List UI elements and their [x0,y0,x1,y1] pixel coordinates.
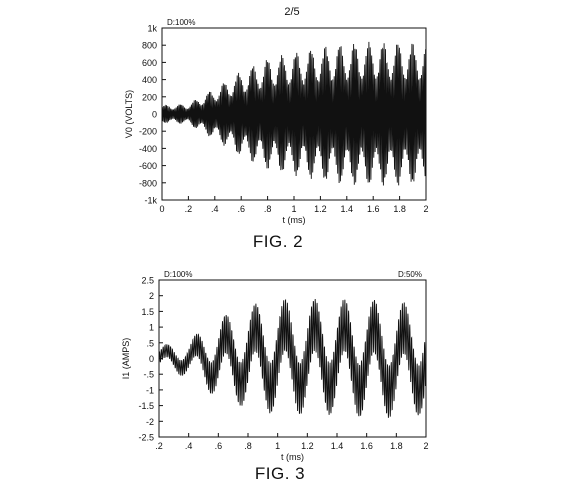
figure-2-caption: FIG. 2 [252,232,304,251]
fig2-x-tick-label: .2 [185,204,193,214]
fig3-annotation: D:100% [164,270,192,279]
fig3-annotation: D:50% [398,270,422,279]
fig2-x-tick-label: 0 [159,204,164,214]
page-number: 2/5 [284,6,300,18]
fig2-x-axis-label: t (ms) [283,215,306,225]
fig2-x-tick-label: .4 [211,204,219,214]
fig2-y-tick-label: -1k [144,196,157,206]
fig2-y-tick-label: 600 [142,58,157,68]
fig3-y-axis-label: I1 (AMPS) [121,338,131,380]
fig2-x-tick-label: 1.2 [314,204,327,214]
fig2-x-tick-label: 1.8 [393,204,406,214]
figure-3-caption: FIG. 3 [254,464,306,483]
fig3-x-tick-label: 1.2 [301,441,314,451]
fig2-y-tick-label: -800 [139,178,157,188]
fig3-x-tick-label: 1.6 [360,441,373,451]
fig3-x-tick-label: .4 [185,441,193,451]
fig3-y-tick-label: -1 [146,385,154,395]
fig3-y-tick-label: 1 [149,323,154,333]
fig3-y-tick-label: 1.5 [141,307,154,317]
fig2-y-axis-label: V0 (VOLTS) [124,90,134,138]
fig3-y-tick-label: 0 [149,354,154,364]
fig3-y-tick-label: -1.5 [138,401,154,411]
fig3-y-tick-label: .5 [146,338,154,348]
fig2-y-tick-label: 0 [152,110,157,120]
fig3-y-tick-label: -2.5 [138,433,154,443]
fig3-x-tick-label: 2 [423,441,428,451]
fig2-waveform-series [161,41,427,186]
fig3-x-tick-label: 1.4 [331,441,344,451]
fig2-x-tick-label: .6 [237,204,245,214]
fig2-y-tick-label: 400 [142,75,157,85]
fig3-waveform-series [158,298,427,418]
fig2-y-tick-label: -400 [139,144,157,154]
fig2-y-tick-label: -200 [139,127,157,137]
fig2-annotation: D:100% [167,18,195,27]
fig2-x-tick-label: .8 [264,204,272,214]
fig2-y-tick-label: 1k [147,24,157,34]
fig3-x-axis-label: t (ms) [281,452,304,462]
fig3-x-tick-label: 1 [275,441,280,451]
fig2-x-tick-label: 2 [423,204,428,214]
fig3-y-tick-label: 2.5 [141,276,154,286]
fig2-y-tick-label: -600 [139,161,157,171]
fig3-x-tick-label: .8 [244,441,252,451]
fig3-x-tick-label: .2 [155,441,163,451]
fig2-y-tick-label: 800 [142,41,157,51]
fig2-x-tick-label: 1 [291,204,296,214]
fig2-x-tick-label: 1.6 [367,204,380,214]
fig3-y-tick-label: -.5 [143,370,154,380]
fig3-y-tick-label: 2 [149,291,154,301]
fig3-x-tick-label: 1.8 [390,441,403,451]
fig2-x-tick-label: 1.4 [341,204,354,214]
fig3-x-tick-label: .6 [215,441,223,451]
fig3-y-tick-label: -2 [146,417,154,427]
fig2-y-tick-label: 200 [142,92,157,102]
